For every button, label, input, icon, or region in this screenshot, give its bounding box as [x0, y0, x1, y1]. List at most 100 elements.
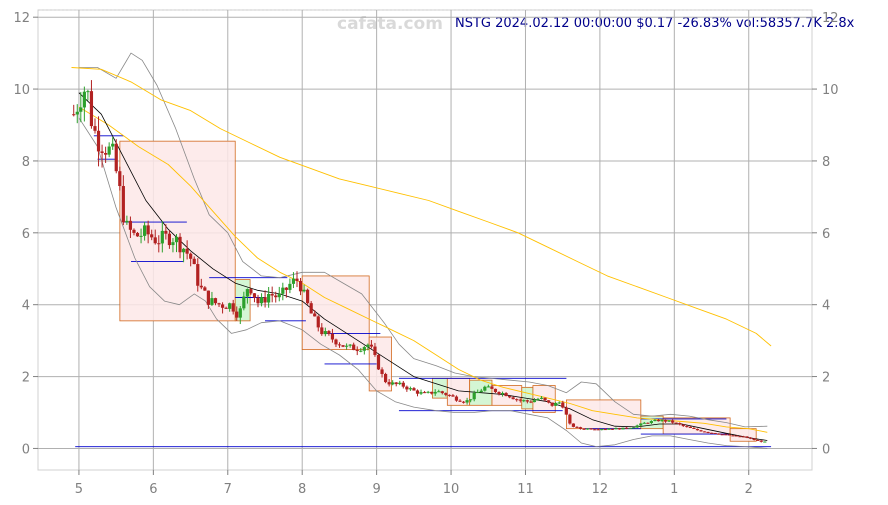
candle-down: [415, 390, 420, 394]
candle-down: [270, 293, 274, 296]
candle-up: [259, 297, 264, 304]
candle-down: [93, 126, 97, 131]
candle-down: [508, 396, 512, 398]
candle-down: [96, 130, 101, 152]
candle-up: [433, 391, 437, 394]
candle-down: [224, 307, 228, 309]
candle-up: [653, 419, 657, 422]
candle-down: [89, 91, 94, 127]
candle-down: [663, 420, 668, 422]
candle-up: [277, 293, 281, 298]
candle-up: [359, 350, 363, 352]
candle-down: [547, 400, 551, 403]
candle-down: [412, 388, 416, 391]
candle-up: [632, 427, 636, 429]
candle-down: [749, 437, 753, 439]
candle-up: [391, 382, 395, 385]
candle-up: [539, 397, 544, 399]
candle-up: [557, 402, 561, 404]
candle-down: [373, 346, 377, 355]
candle-down: [135, 232, 140, 237]
candle-down: [430, 391, 434, 394]
candle-up: [763, 441, 767, 443]
candle-up: [111, 143, 115, 147]
candle-down: [646, 422, 650, 424]
plot-frame: [37, 9, 813, 471]
y-tick-label-right: 0: [822, 442, 830, 457]
candle-down: [298, 281, 303, 292]
candle-up: [437, 391, 441, 393]
candle-down: [320, 327, 324, 335]
candle-up: [210, 298, 214, 305]
candle-down: [306, 289, 310, 304]
candle-down: [313, 313, 317, 317]
bollinger-lower-line: [78, 117, 768, 449]
y-tick-label-left: 8: [22, 155, 30, 170]
y-tick-label-right: 12: [822, 11, 839, 26]
candle-down: [189, 253, 193, 259]
candle-down: [564, 407, 568, 415]
candle-down: [256, 297, 260, 304]
range-box-up: [432, 377, 448, 399]
candle-down: [330, 333, 335, 340]
candle-down: [235, 311, 239, 318]
range-box-layer: [119, 140, 757, 442]
candle-up: [426, 391, 430, 393]
candle-down: [376, 354, 381, 370]
candle-down: [688, 426, 692, 429]
candle-down: [422, 392, 427, 394]
candle-down: [678, 423, 682, 425]
candle-down: [199, 285, 203, 288]
ma-short-line: [78, 92, 768, 441]
y-tick-label-left: 0: [22, 442, 30, 457]
range-box-down: [566, 399, 642, 430]
candle-down: [603, 429, 607, 431]
candle-down: [72, 114, 76, 116]
candle-down: [720, 434, 724, 436]
candle-up: [323, 331, 327, 335]
candle-down: [738, 436, 742, 438]
candle-down: [387, 382, 391, 385]
x-tick-label: 2: [745, 482, 753, 497]
candle-up: [486, 386, 490, 388]
candle-down: [274, 295, 278, 298]
candle-up: [479, 390, 483, 393]
y-tick-label-left: 2: [22, 371, 30, 386]
range-box-down: [119, 140, 236, 322]
y-tick-label-right: 2: [822, 371, 830, 386]
candle-down: [295, 278, 299, 282]
candle-down: [674, 422, 678, 424]
candle-down: [153, 237, 157, 244]
candle-down: [196, 264, 200, 286]
candle-down: [727, 434, 731, 436]
candle-down: [681, 424, 685, 427]
candle-up: [82, 91, 86, 108]
range-box-down: [301, 275, 370, 351]
candle-down: [695, 428, 700, 431]
candle-down: [121, 186, 125, 223]
bollinger-upper-line: [78, 52, 768, 428]
candle-down: [745, 436, 749, 438]
y-tick-label-left: 4: [22, 299, 30, 314]
candle-down: [575, 426, 579, 428]
candle-down: [490, 386, 494, 389]
candle-up: [476, 392, 480, 394]
candle-down: [713, 433, 717, 435]
quote-header: NSTG 2024.02.12 00:00:00 $0.17 -26.83% v…: [455, 16, 855, 31]
candle-down: [352, 344, 356, 351]
candle-down: [334, 339, 338, 345]
candle-down: [525, 400, 529, 402]
candle-down: [734, 435, 739, 437]
candle-down: [578, 427, 583, 429]
x-tick-label: 1: [670, 482, 678, 497]
y-tick-label-left: 6: [22, 227, 30, 242]
candle-up: [228, 303, 232, 309]
candle-up: [345, 345, 349, 347]
candle-up: [242, 296, 246, 309]
candle-down: [656, 419, 661, 422]
candle-up: [465, 400, 469, 403]
candle-up: [281, 287, 285, 294]
candle-up: [75, 111, 79, 115]
